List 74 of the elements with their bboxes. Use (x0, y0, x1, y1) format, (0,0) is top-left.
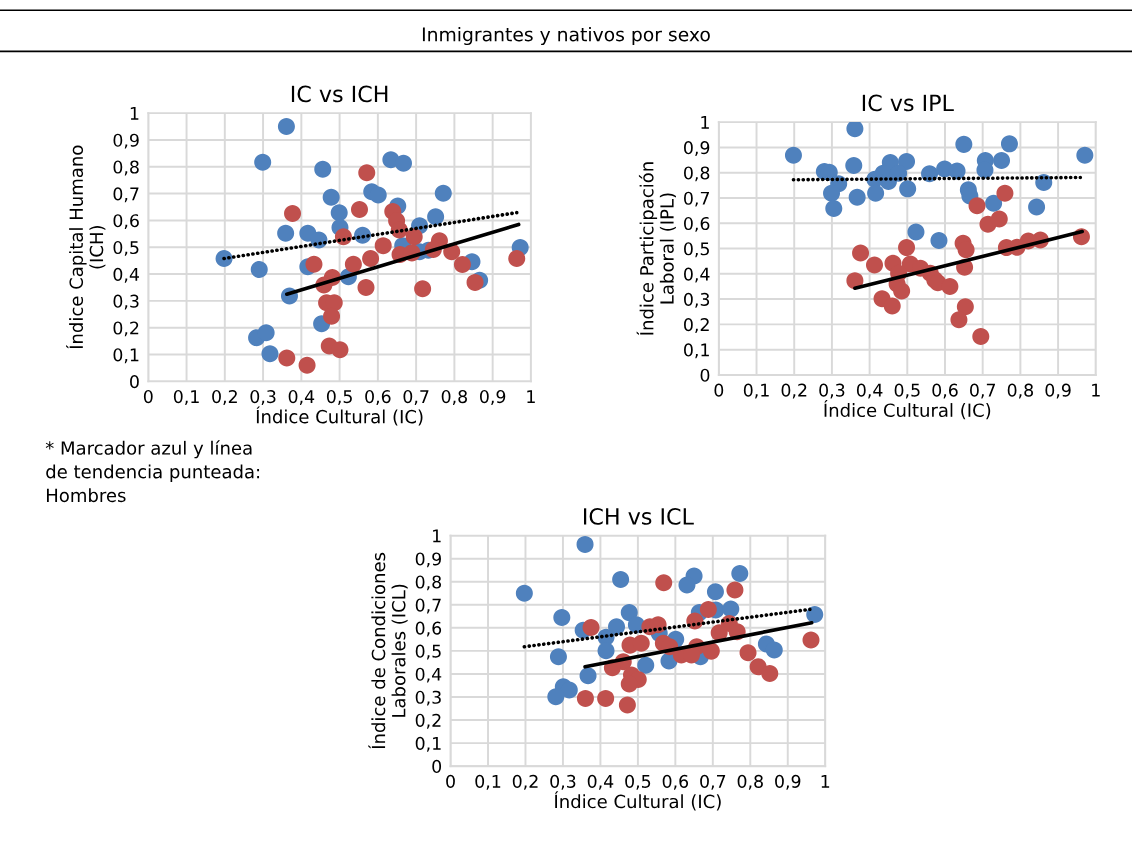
text: * Marcador azul y línea de tendencia punteada: Hombres (45, 440, 260, 503)
x-tick-label: 0,9 (775, 774, 801, 790)
chart-title: IC vs ICH (291, 85, 388, 103)
x-tick-label: 0,4 (587, 774, 614, 790)
x-tick-label: 0,4 (288, 390, 315, 405)
x-tick-label: 0,3 (819, 383, 845, 399)
x-tick-label: 0,8 (737, 774, 763, 790)
y-tick-label: 0,6 (684, 216, 710, 232)
y-tick-label: 0,3 (415, 690, 441, 706)
y-tick-label: 0,4 (113, 267, 139, 283)
x-tick-label: 1 (821, 775, 830, 788)
x-tick-label: 0,2 (212, 390, 237, 405)
x-tick-label: 0,1 (475, 774, 501, 790)
x-tick-label: 0 (714, 383, 724, 397)
y-tick-label: 0,9 (113, 133, 139, 149)
y-tick-label: 0,4 (684, 267, 710, 283)
y-tick-label: 0,9 (684, 141, 710, 157)
x-tick-label: 0,5 (625, 774, 651, 790)
x-tick-label: 0 (143, 390, 153, 404)
x-tick-label: 0,6 (932, 383, 958, 399)
y-tick-label: 1 (433, 529, 441, 543)
y-tick-label: 0 (432, 759, 442, 773)
x-tick-label: 0,9 (479, 390, 506, 405)
y-tick-label: 0,8 (684, 166, 710, 182)
y-tick-label: 0,2 (415, 713, 441, 729)
x-tick-label: 0,6 (365, 390, 391, 405)
x-tick-label: 1 (527, 390, 535, 403)
x-tick-label: 0,6 (662, 774, 689, 790)
y-axis-title: Índice de Condiciones Laborales (ICL) (368, 552, 408, 749)
x-tick-label: 0,1 (743, 383, 769, 399)
x-tick-label: 0,4 (856, 383, 883, 399)
y-tick-label: 0,6 (415, 621, 442, 637)
y-axis-title: Índice Participación Laboral (IPL) (636, 162, 676, 335)
y-tick-label: 0,2 (684, 318, 709, 333)
y-tick-label: 0,2 (113, 321, 139, 337)
y-tick-label: 0,3 (113, 294, 139, 310)
x-tick-label: 0,7 (403, 390, 429, 405)
y-tick-label: 0,7 (415, 598, 441, 614)
y-tick-label: 1 (130, 107, 139, 120)
y-tick-label: 0,1 (684, 343, 709, 359)
x-tick-label: 1 (1092, 383, 1100, 397)
y-tick-label: 0,1 (113, 348, 139, 364)
y-tick-label: 0,7 (113, 187, 139, 203)
y-tick-label: 0,3 (684, 292, 710, 308)
text: Inmigrantes y nativos por sexo (422, 26, 710, 46)
y-tick-label: 0,5 (684, 242, 709, 258)
x-tick-label: 0,1 (173, 390, 199, 405)
x-tick-label: 0 (446, 774, 455, 788)
y-tick-label: 0,6 (113, 214, 139, 230)
y-tick-label: 0,5 (113, 240, 139, 256)
y-tick-label: 0,7 (684, 191, 709, 207)
x-tick-label: 0,5 (894, 383, 920, 399)
y-tick-label: 0,4 (415, 667, 442, 683)
x-tick-label: 0,3 (250, 390, 276, 405)
x-tick-label: 0,5 (326, 390, 352, 405)
y-tick-label: 0,9 (415, 552, 441, 568)
x-tick-label: 0,8 (1007, 383, 1033, 399)
x-tick-label: 0,7 (970, 383, 996, 399)
y-axis-title: Índice Capital Humano (ICH) (66, 145, 106, 349)
x-tick-label: 0,3 (550, 774, 576, 790)
chart-title: ICH vs ICL (584, 508, 694, 525)
y-tick-label: 0,8 (415, 575, 442, 591)
y-tick-label: 0 (700, 368, 710, 382)
x-axis-title: Índice Cultural (IC) (256, 406, 423, 426)
chart-title: IC vs IPL (862, 94, 954, 112)
y-tick-label: 0,1 (415, 736, 441, 752)
y-tick-label: 0,8 (113, 160, 139, 176)
x-axis-title: Índice Cultural (IC) (824, 400, 991, 420)
x-tick-label: 0,9 (1045, 383, 1071, 399)
x-tick-label: 0,2 (512, 774, 538, 790)
x-tick-label: 0,2 (781, 383, 807, 399)
x-axis-title: Índice Cultural (IC) (554, 791, 721, 811)
y-tick-label: 1 (701, 116, 709, 129)
y-tick-label: 0,5 (415, 644, 441, 660)
